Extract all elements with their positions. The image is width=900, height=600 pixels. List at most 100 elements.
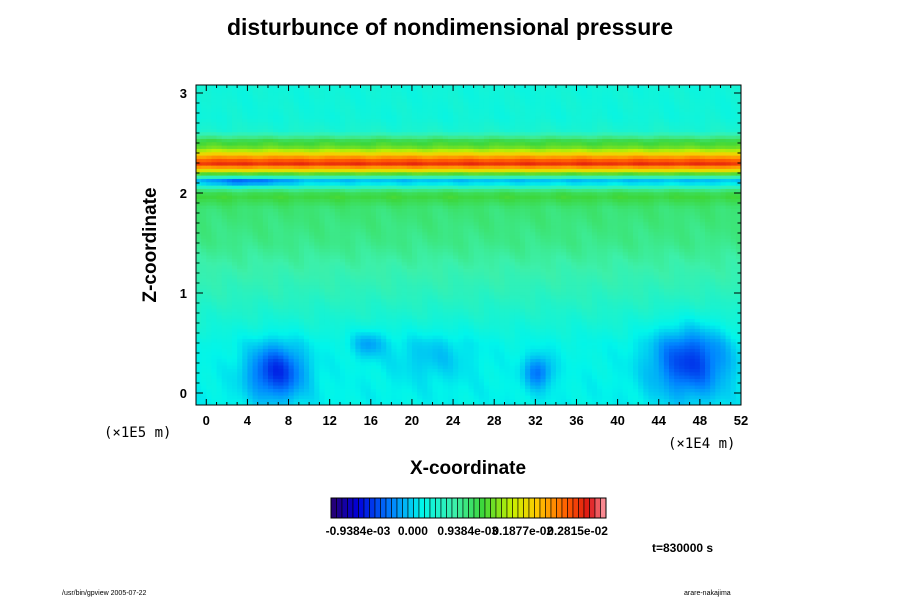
heatmap-cell [401, 348, 408, 353]
heatmap-cell [350, 385, 356, 389]
heatmap-cell [221, 385, 228, 389]
heatmap-cell [550, 388, 557, 393]
heatmap-cell [638, 365, 644, 369]
heatmap-cell [283, 388, 290, 393]
heatmap-cell [283, 365, 290, 369]
heatmap-cell [612, 378, 619, 383]
heatmap-cell [231, 378, 238, 383]
heatmap-cell [643, 395, 650, 399]
heatmap-cell [432, 348, 439, 353]
heatmap-cell [201, 381, 207, 386]
heatmap-cell [627, 368, 634, 373]
heatmap-cell [715, 388, 722, 393]
heatmap-cell [735, 348, 741, 353]
heatmap-cell [591, 351, 598, 356]
heatmap-cell [612, 388, 619, 393]
heatmap-cell [463, 351, 470, 356]
heatmap-cell [648, 398, 655, 403]
heatmap-cell [386, 361, 392, 366]
heatmap-cell [535, 385, 542, 389]
heatmap-cell [684, 385, 691, 389]
heatmap-cell [375, 361, 382, 366]
heatmap-cell [324, 351, 331, 356]
heatmap-cell [237, 395, 243, 399]
heatmap-cell [365, 358, 372, 363]
heatmap-cell [386, 348, 392, 353]
heatmap-cell [262, 398, 269, 403]
heatmap-cell [237, 355, 243, 359]
heatmap-cell [365, 361, 372, 366]
heatmap-cell [622, 361, 629, 366]
heatmap-cell [442, 365, 449, 369]
heatmap-cell [288, 381, 295, 386]
heatmap-cell [401, 398, 408, 403]
heatmap-cell [689, 368, 696, 373]
heatmap-cell [216, 351, 223, 356]
heatmap-cell [494, 395, 500, 399]
heatmap-cell [473, 375, 480, 379]
heatmap-cell [658, 365, 665, 369]
heatmap-cell [370, 361, 377, 366]
heatmap-cell [221, 398, 228, 403]
heatmap-cell [555, 361, 562, 366]
heatmap-cell [509, 388, 516, 393]
heatmap-cell [206, 381, 213, 386]
heatmap-cell [514, 398, 521, 403]
heatmap-cell [699, 348, 706, 353]
heatmap-cell [314, 378, 320, 383]
heatmap-cell [602, 391, 608, 396]
heatmap-cell [375, 388, 382, 393]
heatmap-cell [699, 368, 706, 373]
heatmap-cell [257, 401, 264, 405]
heatmap-cell [309, 375, 315, 379]
heatmap-cell [674, 401, 680, 405]
heatmap-cell [519, 381, 526, 386]
heatmap-cell [267, 388, 274, 393]
heatmap-cell [689, 381, 696, 386]
heatmap-cell [396, 375, 403, 379]
heatmap-cell [607, 375, 614, 379]
heatmap-cell [617, 368, 624, 373]
heatmap-cell [597, 371, 603, 376]
heatmap-cell [581, 401, 588, 405]
heatmap-cell [648, 401, 655, 405]
heatmap-cell [262, 388, 269, 393]
heatmap-cell [689, 361, 696, 366]
heatmap-cell [694, 401, 701, 405]
heatmap-cell [298, 361, 305, 366]
heatmap-cell [196, 388, 202, 393]
heatmap-cell [391, 351, 398, 356]
heatmap-cell [381, 381, 387, 386]
heatmap-cell [231, 398, 238, 403]
heatmap-cell [525, 358, 531, 363]
heatmap-cell [298, 395, 305, 399]
heatmap-cell [298, 365, 305, 369]
heatmap-cell [483, 361, 490, 366]
heatmap-cell [355, 401, 362, 405]
heatmap-cell [509, 361, 516, 366]
heatmap-cell [602, 368, 608, 373]
heatmap-cell [350, 398, 356, 403]
heatmap-cell [231, 391, 238, 396]
heatmap-cell [221, 378, 228, 383]
heatmap-cell [566, 381, 572, 386]
heatmap-cell [571, 388, 578, 393]
heatmap-cell [221, 375, 228, 379]
heatmap-cell [319, 385, 326, 389]
heatmap-cell [365, 401, 372, 405]
heatmap-cell [401, 385, 408, 389]
heatmap-cell [293, 345, 300, 349]
heatmap-cell [319, 365, 326, 369]
heatmap-cell [324, 371, 331, 376]
heatmap-cell [370, 398, 377, 403]
heatmap-cell [504, 351, 511, 356]
heatmap-cell [561, 395, 567, 399]
heatmap-cell [427, 371, 434, 376]
heatmap-cell [370, 358, 377, 363]
heatmap-cell [447, 355, 454, 359]
heatmap-cell [237, 371, 243, 376]
heatmap-cell [406, 381, 413, 386]
heatmap-cell [355, 345, 362, 349]
heatmap-cell [555, 351, 562, 356]
heatmap-cell [504, 348, 511, 353]
